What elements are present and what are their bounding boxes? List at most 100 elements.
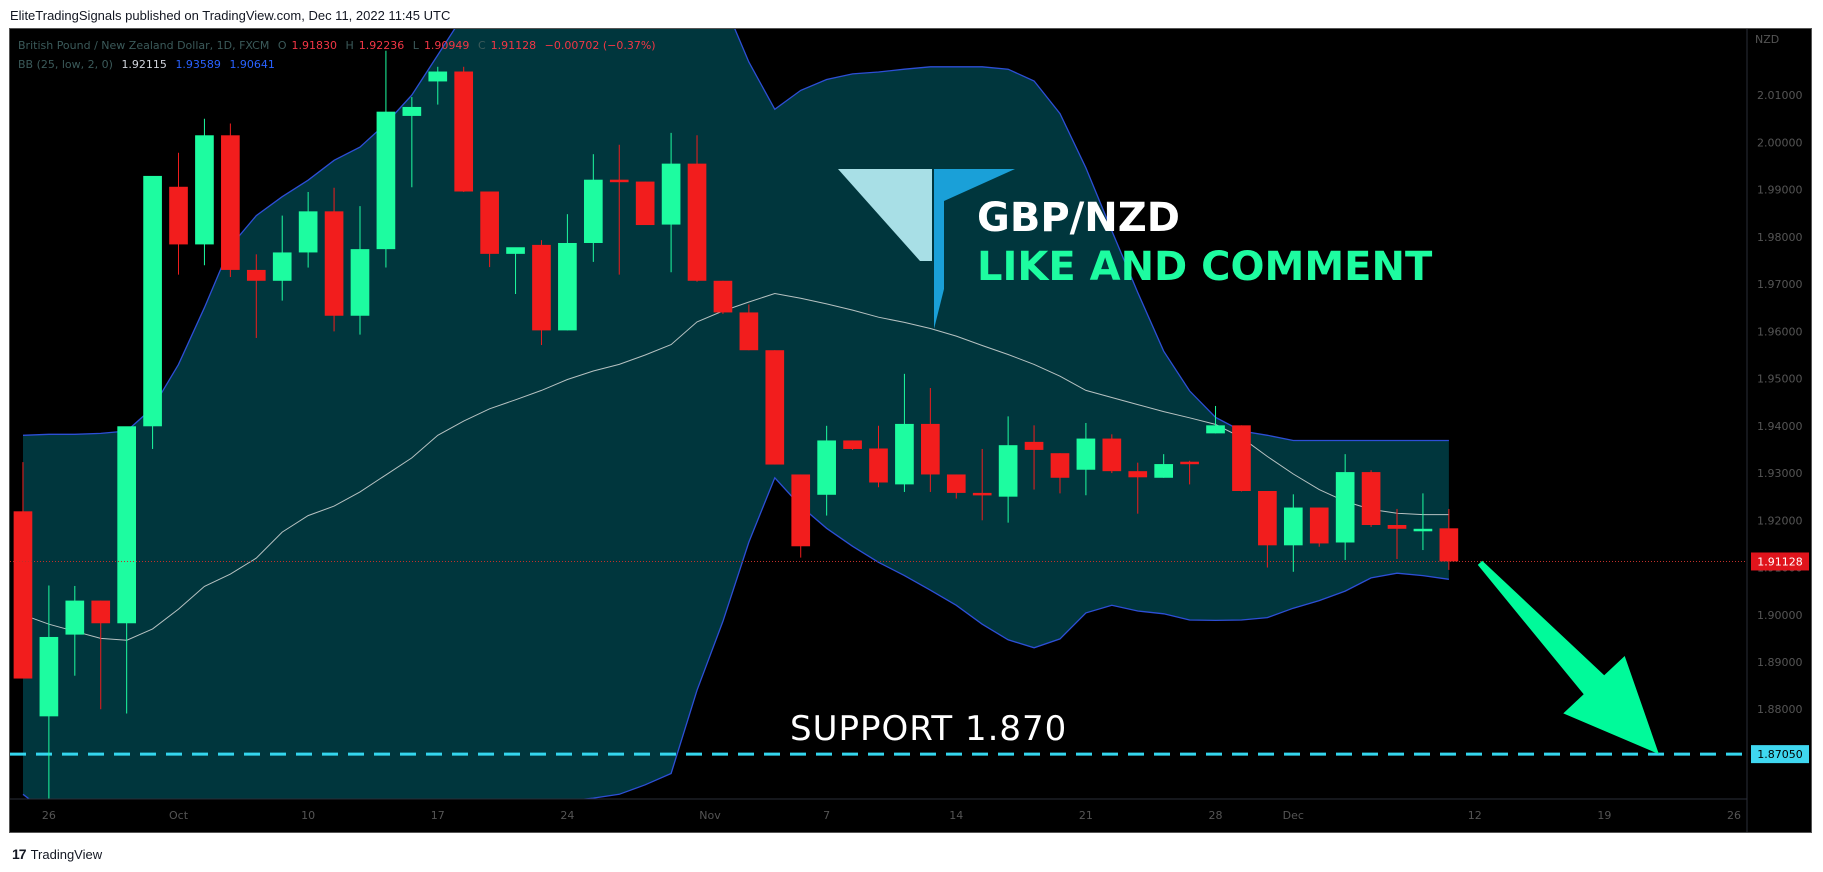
bb-lower-value: 1.90641	[229, 58, 275, 71]
support-price-label-bg	[1751, 745, 1809, 764]
high-value: 1.92236	[358, 39, 405, 52]
candle-body	[195, 135, 214, 245]
candle	[972, 448, 992, 521]
candle	[1387, 508, 1407, 560]
candle	[402, 97, 422, 188]
candle-body	[1128, 471, 1148, 478]
candle-body	[869, 448, 888, 483]
candle	[506, 247, 525, 295]
change-value: −0.00702 (−0.37%)	[544, 39, 656, 52]
candle	[221, 123, 240, 278]
last-price-label-bg	[1751, 552, 1809, 571]
candle	[998, 416, 1018, 523]
x-tick-label: 14	[949, 809, 963, 822]
candle	[1258, 491, 1277, 568]
candle	[609, 144, 629, 275]
candle-body	[246, 269, 266, 281]
candle	[428, 66, 448, 105]
candle-body	[661, 163, 681, 225]
candle-body	[1335, 472, 1355, 543]
candle-body	[13, 511, 33, 679]
candle	[661, 132, 681, 273]
brand-logo-icon	[838, 169, 1015, 329]
candle-body	[558, 242, 577, 331]
support-price-label: 1.87050	[1757, 748, 1803, 761]
candle-body	[350, 249, 370, 316]
candle-body	[1283, 507, 1303, 546]
candle-body	[298, 211, 318, 253]
candle-body	[39, 636, 59, 717]
candle	[143, 175, 162, 449]
candle	[298, 191, 318, 268]
y-tick-label: 1.95000	[1757, 373, 1803, 386]
y-tick-label: 1.88000	[1757, 703, 1803, 716]
chart-frame[interactable]: NZD 2.01000 2.00000 1.99000 1.98000 1.97000 1.…	[9, 28, 1812, 833]
candle	[195, 118, 214, 266]
candle	[1335, 454, 1355, 560]
support-annotation: SUPPORT 1.870	[790, 709, 1068, 749]
candle	[1128, 462, 1148, 514]
y-tick-label: 1.98000	[1757, 231, 1803, 244]
footer-brand: TradingView	[30, 846, 103, 862]
candle	[583, 154, 603, 262]
down-arrow	[1477, 560, 1659, 755]
x-tick-label: Nov	[699, 809, 721, 822]
candle	[1309, 507, 1329, 547]
candle	[169, 152, 188, 275]
x-tick-label: 7	[823, 809, 830, 822]
price-labels: 1.91128 1.87050	[1751, 552, 1809, 764]
candle-body	[1180, 461, 1199, 465]
candle-body	[221, 135, 240, 270]
candle-body	[1387, 525, 1407, 529]
bb-basis-value: 1.92115	[121, 58, 167, 71]
candle	[39, 585, 59, 799]
candle	[117, 426, 136, 714]
candle	[454, 66, 474, 192]
x-tick-label: 17	[431, 809, 445, 822]
candle	[713, 280, 733, 314]
candle	[1283, 494, 1303, 572]
candle	[843, 440, 862, 450]
candle-body	[635, 181, 655, 226]
y-tick-label: 2.00000	[1757, 136, 1803, 149]
candle-body	[454, 71, 474, 192]
candle	[350, 206, 370, 335]
candle-body	[687, 163, 707, 281]
candle	[246, 254, 266, 338]
candle-body	[1206, 425, 1225, 434]
candle	[895, 373, 914, 492]
candle	[1102, 434, 1122, 474]
candle-body	[1413, 528, 1433, 532]
candlestick-chart[interactable]: NZD 2.01000 2.00000 1.99000 1.98000 1.97000 1.…	[10, 29, 1811, 832]
candle-body	[1309, 507, 1329, 544]
x-tick-label: 10	[301, 809, 315, 822]
close-value: 1.91128	[490, 39, 537, 52]
y-tick-label: 1.97000	[1757, 278, 1803, 291]
candle-body	[583, 179, 603, 243]
candle-body	[480, 191, 499, 254]
candle	[91, 600, 111, 710]
candle	[817, 425, 836, 516]
x-tick-label: Dec	[1283, 809, 1304, 822]
bb-lower-line	[22, 476, 1449, 799]
candle-body	[65, 600, 85, 635]
candle	[558, 214, 577, 331]
x-tick-label: 24	[560, 809, 574, 822]
y-tick-label: 1.89000	[1757, 656, 1803, 669]
candle-body	[143, 175, 162, 427]
y-axis-ticks: NZD 2.01000 2.00000 1.99000 1.98000 1.97000 1.…	[1746, 29, 1803, 832]
footer: 17 TradingView	[12, 846, 102, 862]
candle-body	[1439, 528, 1459, 562]
candle	[1024, 425, 1044, 490]
candle-body	[1258, 491, 1277, 546]
candle-body	[1361, 472, 1381, 526]
y-tick-label: 1.90000	[1757, 609, 1803, 622]
candle-body	[972, 492, 992, 496]
candle-body	[1154, 464, 1174, 478]
candle-body	[428, 71, 448, 82]
candle-body	[117, 426, 136, 624]
candle-body	[272, 252, 292, 281]
y-tick-label: 1.94000	[1757, 420, 1803, 433]
candle-body	[506, 247, 525, 254]
symbol-name: British Pound / New Zealand Dollar, 1D, …	[18, 39, 270, 52]
